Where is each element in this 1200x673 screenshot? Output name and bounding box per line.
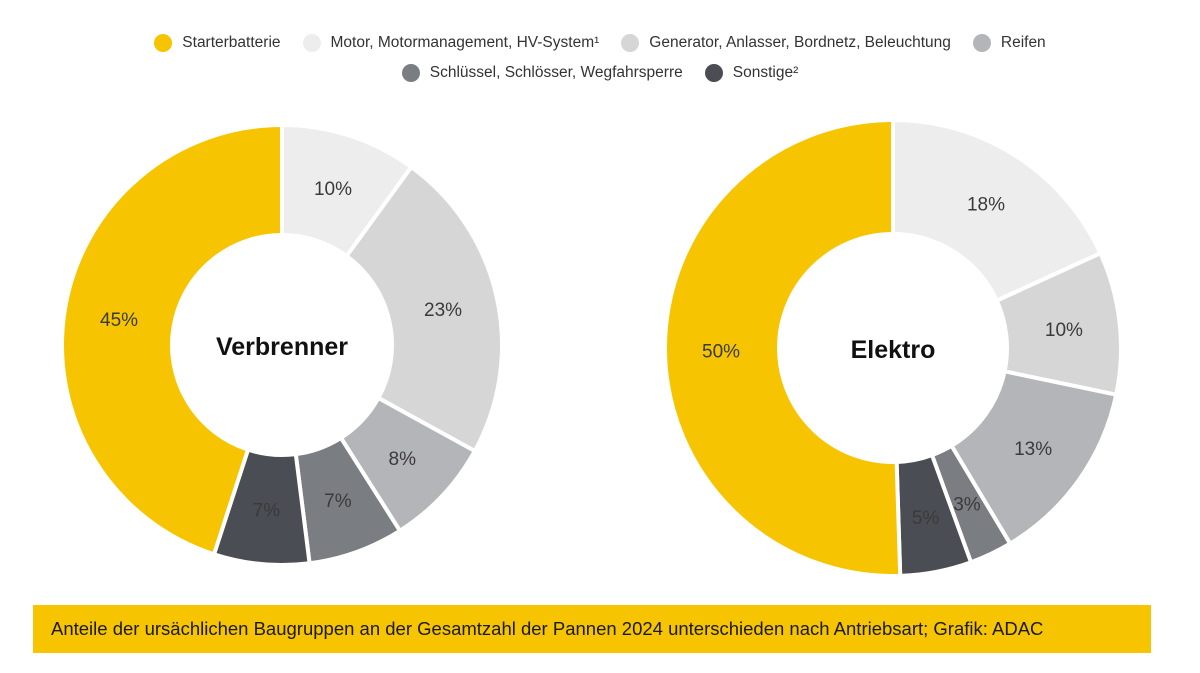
legend-swatch: [621, 34, 640, 52]
legend-label: Reifen: [1000, 34, 1046, 51]
legend-label: Sonstige²: [732, 64, 799, 81]
legend-swatch: [401, 64, 420, 82]
legend-item-motor: Motor, Motormanagement, HV-System¹: [302, 34, 600, 52]
donut-charts: 10% 23% 8% 7% 7% 45% Verbrenner 18% 10% 13% 3% 5% 50…: [60, 117, 1123, 578]
donut-center-title: Verbrenner: [216, 333, 348, 361]
slice-label-elektro-3: 13%: [1014, 439, 1052, 460]
slice-label-elektro-1: 18%: [967, 194, 1005, 215]
legend-swatch: [302, 34, 321, 52]
legend-label: Starterbatterie: [182, 34, 281, 51]
slice-verbrenner-2: [343, 164, 504, 454]
slice-label-elektro-5: 5%: [912, 508, 940, 529]
legend-row-2: Schlüssel, Schlösser, Wegfahrsperre Sons…: [0, 58, 1200, 88]
slice-label-verbrenner-1: 10%: [314, 179, 352, 200]
slice-label-verbrenner-3: 8%: [389, 449, 417, 470]
legend-item-generator: Generator, Anlasser, Bordnetz, Beleuchtu…: [621, 34, 951, 52]
caption-bar: Anteile der ursächlichen Baugruppen an d…: [33, 605, 1151, 653]
slice-label-verbrenner-2: 23%: [424, 300, 462, 321]
legend-label: Schlüssel, Schlösser, Wegfahrsperre: [429, 64, 683, 81]
slice-label-verbrenner-0: 45%: [100, 310, 138, 331]
legend-swatch: [972, 34, 991, 52]
slice-label-elektro-0: 50%: [702, 342, 740, 363]
slice-verbrenner-0: [60, 122, 284, 557]
legend-row-1: Starterbatterie Motor, Motormanagement, …: [0, 28, 1200, 58]
slice-elektro-1: [891, 117, 1104, 304]
legend-swatch: [704, 64, 723, 82]
slice-label-elektro-4: 3%: [953, 494, 981, 515]
legend-swatch: [154, 34, 173, 52]
donut-verbrenner: 10% 23% 8% 7% 7% 45% Verbrenner: [60, 122, 504, 567]
donut-elektro: 18% 10% 13% 3% 5% 50% Elektro: [663, 117, 1123, 578]
slice-label-elektro-2: 10%: [1045, 320, 1083, 341]
legend-item-reifen: Reifen: [972, 34, 1046, 52]
slice-elektro-0: [663, 117, 903, 578]
legend-item-schluessel: Schlüssel, Schlösser, Wegfahrsperre: [401, 64, 683, 82]
legend-item-starterbatterie: Starterbatterie: [154, 34, 281, 52]
legend: Starterbatterie Motor, Motormanagement, …: [0, 28, 1200, 88]
slice-label-verbrenner-5: 7%: [253, 500, 281, 521]
donut-center-title: Elektro: [851, 336, 936, 364]
legend-label: Motor, Motormanagement, HV-System¹: [330, 34, 600, 51]
caption-text: Anteile der ursächlichen Baugruppen an d…: [51, 618, 1044, 639]
slice-label-verbrenner-4: 7%: [324, 491, 352, 512]
legend-item-sonstige: Sonstige²: [704, 64, 799, 82]
legend-label: Generator, Anlasser, Bordnetz, Beleuchtu…: [649, 34, 951, 51]
